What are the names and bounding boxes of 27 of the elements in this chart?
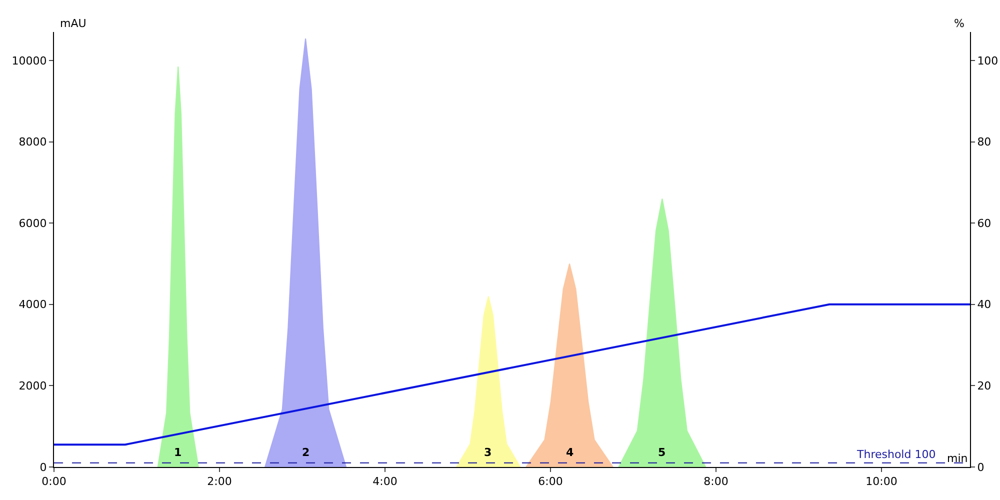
series-label: 1 <box>174 446 182 459</box>
y-tick-label: 0 <box>40 460 47 474</box>
ref-line-label: Threshold 100 <box>856 448 936 461</box>
series-label: 3 <box>484 446 492 459</box>
series-label: 2 <box>302 446 310 459</box>
x-tick-label: 4:00 <box>372 475 398 488</box>
y-axis-title: mAU <box>60 17 86 30</box>
x-tick-label: 2:00 <box>207 475 232 488</box>
y2-tick-label: 0 <box>977 460 984 474</box>
series-label: 5 <box>658 446 666 459</box>
y-tick-label: 10000 <box>12 54 47 68</box>
series-label: 4 <box>566 446 574 459</box>
x-tick-label: 8:00 <box>704 475 728 488</box>
y2-tick-label: 100 <box>977 54 998 68</box>
y-tick-label: 8000 <box>18 136 47 149</box>
x-tick-label: 10:00 <box>866 475 898 488</box>
x-axis-title: min <box>947 452 968 465</box>
y2-tick-label: 20 <box>977 380 992 393</box>
y2-tick-label: 40 <box>977 298 992 312</box>
y-tick-label: 6000 <box>18 216 47 230</box>
y2-tick-label: 80 <box>977 136 992 149</box>
y2-tick-label: 60 <box>977 216 992 230</box>
y-tick-label: 2000 <box>18 380 47 393</box>
y2-axis-title: % <box>954 17 964 30</box>
y-tick-label: 4000 <box>18 298 47 312</box>
x-tick-label: 0:00 <box>42 475 66 488</box>
x-tick-label: 6:00 <box>538 475 563 488</box>
